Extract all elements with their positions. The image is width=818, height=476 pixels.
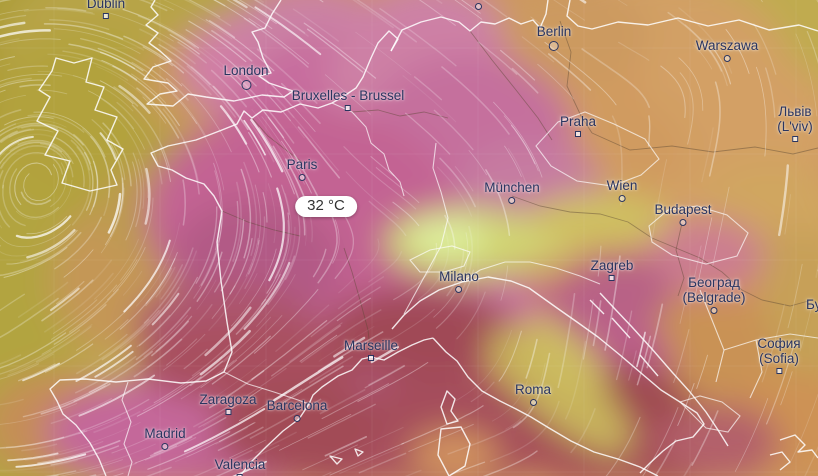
city-paris[interactable]: Paris — [286, 157, 318, 181]
city-marker-top-edge[interactable] — [475, 3, 482, 10]
city-marker — [103, 13, 109, 19]
city-name: Львів — [778, 104, 812, 119]
city-barcelona[interactable]: Barcelona — [266, 398, 328, 422]
temperature-value: 32 °C — [307, 197, 345, 214]
city-name: Wien — [606, 178, 638, 193]
city-milano[interactable]: Milano — [439, 269, 479, 293]
city-marker — [679, 219, 687, 226]
city-name-latin: (Belgrade) — [682, 290, 746, 305]
city-valencia[interactable]: Valencia — [214, 457, 266, 476]
city-dublin[interactable]: Dublin — [87, 0, 125, 19]
city-madrid[interactable]: Madrid — [144, 426, 186, 450]
city-name: Zagreb — [590, 258, 634, 273]
city-marker — [455, 286, 463, 293]
city-marker — [236, 474, 243, 476]
city-name: Valencia — [214, 457, 266, 472]
city-name: Roma — [514, 382, 552, 397]
city-name: Zaragoza — [199, 392, 257, 407]
city-name: Bruxelles - Brussel — [291, 88, 405, 103]
city-name: Barcelona — [266, 398, 328, 413]
city-name: Dublin — [86, 0, 126, 11]
city-marker — [508, 197, 516, 204]
city-marker — [161, 443, 169, 450]
city-wien[interactable]: Wien — [606, 178, 638, 202]
city-warszawa[interactable]: Warszawa — [695, 38, 759, 62]
coastlines — [36, 0, 818, 476]
city-marker — [575, 131, 581, 137]
city-partial-right-edge[interactable]: Бу — [806, 297, 818, 312]
city-zaragoza[interactable]: Zaragoza — [199, 392, 257, 415]
city-budapest[interactable]: Budapest — [654, 202, 712, 226]
city-marker — [618, 195, 626, 202]
city-marker — [791, 136, 798, 142]
city-marker — [776, 368, 782, 374]
city-marker — [224, 409, 231, 415]
city-marker — [609, 275, 615, 281]
city-marker — [298, 174, 306, 181]
city-name-latin: (L'viv) — [777, 119, 813, 134]
temperature-tooltip: 32 °C — [295, 196, 357, 217]
city-marker — [241, 80, 251, 90]
city-roma[interactable]: Roma — [515, 382, 551, 406]
city-name: Praha — [559, 114, 597, 129]
city-munchen[interactable]: München — [484, 180, 540, 204]
city-name: Budapest — [654, 202, 712, 217]
city-name: София — [757, 336, 801, 351]
city-marseille[interactable]: Marseille — [344, 338, 398, 361]
city-praha[interactable]: Praha — [560, 114, 596, 137]
city-name: München — [484, 180, 540, 195]
city-name: Бу — [806, 297, 818, 312]
city-marker — [723, 55, 731, 62]
city-name: Madrid — [144, 426, 186, 441]
city-bruxelles[interactable]: Bruxelles - Brussel — [291, 88, 405, 111]
city-name: Milano — [439, 269, 479, 284]
city-marker — [548, 41, 559, 51]
rivers-dark-borders — [221, 20, 818, 358]
city-marker — [293, 415, 301, 422]
city-marker — [367, 355, 374, 361]
city-lviv[interactable]: Львів (L'viv) — [777, 104, 813, 142]
city-name: Berlin — [536, 24, 572, 39]
city-beograd[interactable]: Београд (Belgrade) — [682, 275, 746, 314]
country-borders — [121, 102, 818, 476]
city-name: Warszawa — [695, 38, 759, 53]
city-marker — [710, 307, 718, 314]
city-name: Paris — [286, 157, 318, 172]
city-london[interactable]: London — [223, 63, 269, 90]
city-berlin[interactable]: Berlin — [536, 24, 572, 51]
city-sofia[interactable]: София (Sofia) — [757, 336, 801, 374]
city-name: London — [223, 63, 269, 78]
city-marker — [344, 105, 351, 111]
city-zagreb[interactable]: Zagreb — [590, 258, 634, 281]
city-marker — [529, 399, 537, 406]
city-name: Marseille — [343, 338, 399, 353]
city-name-latin: (Sofia) — [759, 351, 799, 366]
city-name: Београд — [688, 275, 740, 290]
